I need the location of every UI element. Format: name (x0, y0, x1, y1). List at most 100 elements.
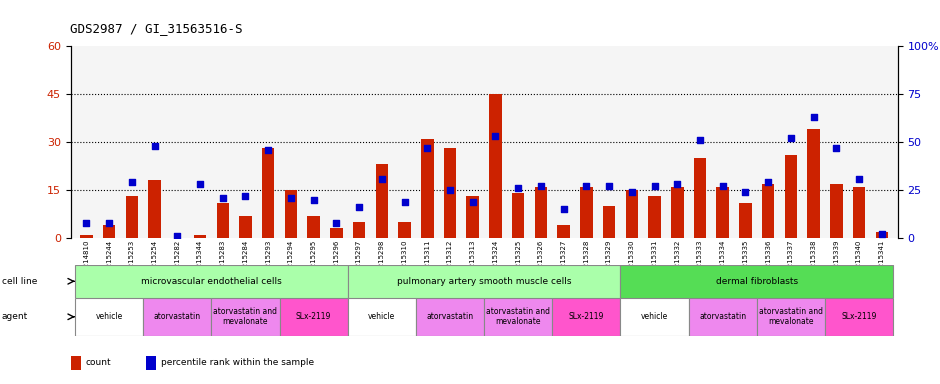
Bar (689, 298, 757, 336)
Point (329, 220, 344, 226)
Bar (194, 235, 206, 238)
Point (420, 145, 435, 151)
Bar (376, 164, 388, 238)
Bar (102, 225, 116, 238)
Bar (762, 184, 775, 238)
Bar (785, 155, 797, 238)
Bar (75, 265, 348, 298)
Bar (348, 265, 620, 298)
Bar (649, 197, 661, 238)
Point (829, 145, 844, 151)
Text: count: count (86, 358, 111, 367)
Point (693, 137, 708, 143)
Bar (830, 184, 842, 238)
Bar (240, 216, 252, 238)
Point (102, 220, 117, 226)
Bar (557, 225, 570, 238)
Bar (126, 197, 138, 238)
Point (852, 175, 867, 182)
Text: percentile rank within the sample: percentile rank within the sample (161, 358, 314, 367)
Point (260, 147, 275, 153)
Point (443, 187, 458, 193)
Bar (757, 298, 825, 336)
Bar (149, 180, 161, 238)
Bar (216, 203, 229, 238)
Bar (444, 149, 456, 238)
Text: vehicle: vehicle (96, 312, 123, 321)
Bar (80, 235, 93, 238)
Text: atorvastatin: atorvastatin (699, 312, 746, 321)
Bar (143, 298, 212, 336)
Bar (620, 298, 689, 336)
Point (147, 143, 162, 149)
Point (533, 183, 548, 189)
Point (579, 183, 594, 189)
Point (738, 189, 753, 195)
Bar (212, 298, 279, 336)
Text: atorvastatin and
mevalonate: atorvastatin and mevalonate (486, 308, 550, 326)
Point (374, 175, 389, 182)
Text: SLx-2119: SLx-2119 (841, 312, 877, 321)
Bar (694, 158, 706, 238)
Point (510, 185, 525, 191)
Text: cell line: cell line (2, 277, 38, 286)
Point (284, 195, 299, 201)
Point (170, 233, 185, 239)
Bar (875, 232, 888, 238)
Text: SLx-2119: SLx-2119 (569, 312, 604, 321)
Point (783, 135, 798, 141)
Point (556, 206, 572, 212)
Point (874, 231, 889, 237)
Bar (580, 187, 592, 238)
Point (238, 193, 253, 199)
Bar (421, 139, 433, 238)
Bar (75, 298, 143, 336)
Bar (415, 298, 484, 336)
Point (488, 133, 503, 139)
Bar (512, 193, 525, 238)
Point (624, 189, 639, 195)
Bar (285, 190, 297, 238)
Point (124, 179, 139, 185)
Bar (620, 265, 893, 298)
Bar (853, 187, 866, 238)
Point (647, 183, 662, 189)
Text: SLx-2119: SLx-2119 (296, 312, 331, 321)
Bar (484, 298, 553, 336)
Point (79, 220, 94, 226)
Bar (603, 206, 616, 238)
Point (760, 179, 776, 185)
Bar (399, 222, 411, 238)
Point (465, 199, 480, 205)
Point (715, 183, 730, 189)
Text: microvascular endothelial cells: microvascular endothelial cells (141, 277, 282, 286)
Bar (307, 216, 320, 238)
Text: pulmonary artery smooth muscle cells: pulmonary artery smooth muscle cells (397, 277, 572, 286)
Text: agent: agent (2, 312, 28, 321)
Bar (671, 187, 683, 238)
Point (397, 199, 412, 205)
Bar (716, 187, 728, 238)
Bar (739, 203, 752, 238)
Text: atorvastatin and
mevalonate: atorvastatin and mevalonate (213, 308, 277, 326)
Point (602, 183, 617, 189)
Bar (807, 129, 820, 238)
Bar (625, 190, 638, 238)
Bar (279, 298, 348, 336)
Text: atorvastatin: atorvastatin (154, 312, 201, 321)
Bar (489, 94, 502, 238)
Bar (466, 197, 479, 238)
Point (193, 181, 208, 187)
Point (215, 195, 230, 201)
Text: atorvastatin and
mevalonate: atorvastatin and mevalonate (759, 308, 822, 326)
Text: vehicle: vehicle (641, 312, 668, 321)
Point (352, 204, 367, 210)
Point (669, 181, 684, 187)
Bar (352, 222, 366, 238)
Bar (825, 298, 893, 336)
Text: dermal fibroblasts: dermal fibroblasts (715, 277, 798, 286)
Text: vehicle: vehicle (368, 312, 396, 321)
Bar (330, 228, 343, 238)
Bar (348, 298, 415, 336)
Bar (553, 298, 620, 336)
